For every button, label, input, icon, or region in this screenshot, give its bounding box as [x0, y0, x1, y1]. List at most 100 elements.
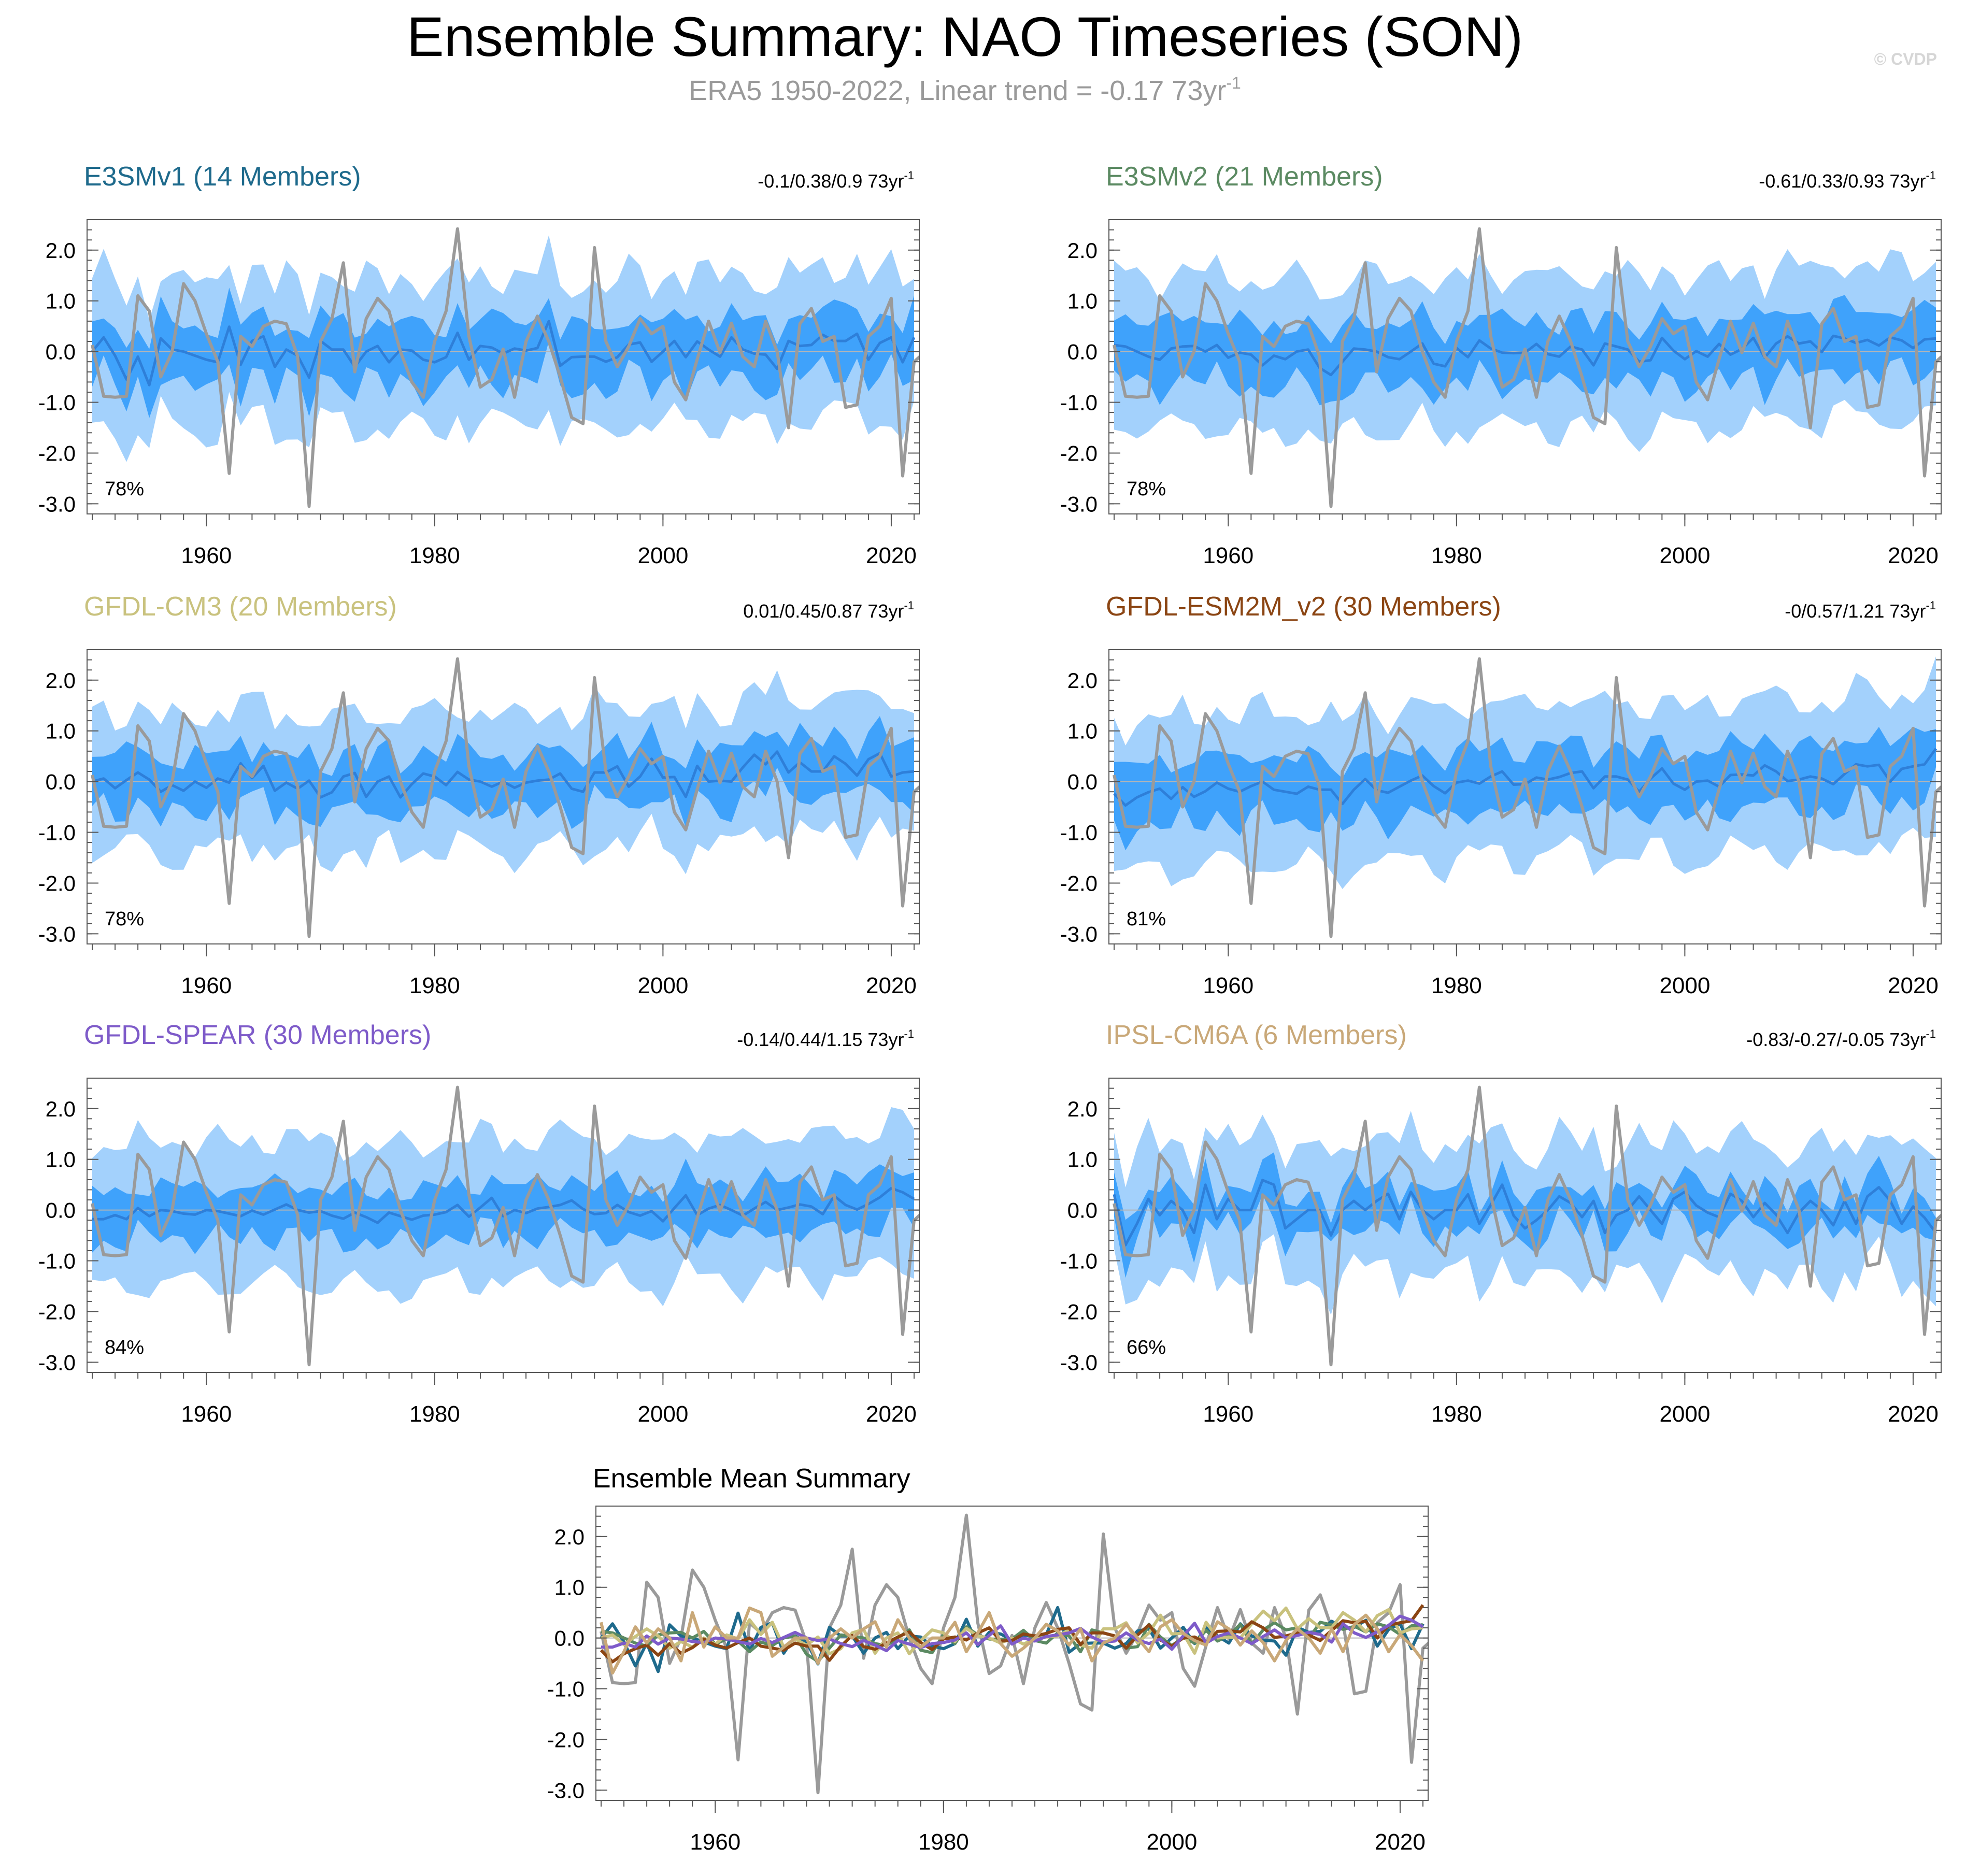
- x-tick-label: 1960: [181, 973, 232, 998]
- percent-label: 78%: [1127, 478, 1166, 500]
- plot-area: [87, 1085, 919, 1367]
- y-tick-label: 1.0: [1067, 1148, 1098, 1172]
- trend-superscript: -1: [1926, 1027, 1936, 1040]
- y-tick-label: -1.0: [1060, 1249, 1098, 1273]
- trend-label: -0.14/0.44/1.15 73yr-1: [737, 1027, 914, 1050]
- trend-superscript: -1: [1926, 169, 1936, 182]
- trend-text: 0.01/0.45/0.87 73yr: [743, 600, 904, 622]
- y-tick-label: 2.0: [46, 238, 76, 263]
- y-tick-label: -1.0: [1060, 821, 1098, 845]
- y-tick-label: -1.0: [38, 391, 76, 415]
- x-tick-label: 2020: [866, 973, 917, 998]
- y-tick-label: 2.0: [46, 668, 76, 693]
- x-tick-label: 2020: [1375, 1829, 1426, 1855]
- trend-superscript: -1: [904, 599, 914, 612]
- y-tick-label: 1.0: [1067, 719, 1098, 743]
- x-tick-label: 1960: [1203, 1401, 1253, 1427]
- subtitle-superscript: -1: [1226, 74, 1241, 92]
- trend-text: -0.83/-0.27/-0.05 73yr: [1746, 1029, 1926, 1050]
- observed-line: [1113, 657, 1941, 938]
- y-tick-label: 1.0: [46, 719, 76, 743]
- y-tick-label: -1.0: [1060, 391, 1098, 415]
- y-tick-label: 2.0: [1067, 238, 1098, 263]
- panel-2: 2.0 1.0 0.0 -1.0 -2.0 -3.0 1960 1980 2000 2020 E3S…: [1060, 162, 1942, 568]
- y-tick-label: -3.0: [38, 1350, 76, 1374]
- x-tick-label: 1980: [409, 543, 460, 568]
- x-tick-label: 2000: [1146, 1829, 1197, 1855]
- x-tick-label: 2020: [866, 1401, 917, 1427]
- x-tick-label: 2000: [637, 1401, 688, 1427]
- trend-text: -0.61/0.33/0.93 73yr: [1759, 170, 1926, 192]
- panel-5: 2.0 1.0 0.0 -1.0 -2.0 -3.0 1960 1980 2000 2020 GFD…: [38, 1020, 920, 1427]
- y-tick-label: 0.0: [1067, 340, 1098, 364]
- x-tick-label: 2000: [1659, 1401, 1710, 1427]
- panel-title: GFDL-ESM2M_v2 (30 Members): [1106, 592, 1501, 622]
- x-tick-label: 2020: [1888, 973, 1939, 998]
- panel-4: 2.0 1.0 0.0 -1.0 -2.0 -3.0 1960 1980 2000 2020 GFD…: [1060, 592, 1942, 998]
- y-tick-label: 1.0: [1067, 289, 1098, 313]
- y-tick-label: -3.0: [1060, 492, 1098, 516]
- x-tick-label: 2020: [866, 543, 917, 568]
- trend-superscript: -1: [904, 1027, 914, 1040]
- y-tick-label: -2.0: [1060, 871, 1098, 895]
- ensemble-mean-line-ipsl-cm6a: [600, 1606, 1424, 1675]
- percent-label: 84%: [105, 1337, 144, 1358]
- percent-label: 81%: [1127, 908, 1166, 930]
- plot-area: [87, 657, 919, 938]
- y-tick-label: -2.0: [38, 1299, 76, 1324]
- plot-area: [1109, 227, 1941, 508]
- x-tick-label: 2000: [637, 973, 688, 998]
- panel-6: 2.0 1.0 0.0 -1.0 -2.0 -3.0 1960 1980 2000 2020 IPS…: [1060, 1020, 1942, 1427]
- percent-label: 78%: [105, 908, 144, 930]
- y-tick-label: 0.0: [1067, 1198, 1098, 1223]
- panel-1: 2.0 1.0 0.0 -1.0 -2.0 -3.0 1960 1980 2000 2020 E3S…: [38, 162, 920, 568]
- panel-title: IPSL-CM6A (6 Members): [1106, 1020, 1407, 1050]
- inner-spread-band: [1114, 727, 1936, 851]
- y-tick-label: 2.0: [1067, 668, 1098, 693]
- y-tick-label: 2.0: [554, 1525, 585, 1549]
- plot-area: [1109, 656, 1941, 938]
- x-tick-label: 1960: [181, 1401, 232, 1427]
- y-tick-label: 1.0: [46, 1148, 76, 1172]
- cvdp-watermark: © CVDP: [1874, 50, 1937, 68]
- x-tick-label: 1980: [409, 973, 460, 998]
- y-tick-label: 1.0: [554, 1576, 585, 1600]
- observed-line: [91, 227, 919, 508]
- x-tick-label: 2000: [1659, 973, 1710, 998]
- y-tick-label: 1.0: [46, 289, 76, 313]
- figure-subtitle: ERA5 1950-2022, Linear trend = -0.17 73y…: [689, 74, 1241, 106]
- panel-title: GFDL-CM3 (20 Members): [84, 592, 397, 622]
- y-tick-label: 0.0: [46, 1198, 76, 1223]
- percent-label: 78%: [105, 478, 144, 500]
- x-tick-label: 2000: [1659, 543, 1710, 568]
- y-tick-label: -3.0: [1060, 1350, 1098, 1374]
- plot-area: [596, 1513, 1428, 1795]
- x-tick-label: 1960: [181, 543, 232, 568]
- plot-area: [1109, 1085, 1941, 1367]
- y-tick-label: 0.0: [46, 340, 76, 364]
- y-tick-label: -2.0: [38, 871, 76, 895]
- panel-title: Ensemble Mean Summary: [593, 1464, 910, 1494]
- y-tick-label: -2.0: [1060, 441, 1098, 465]
- y-tick-label: -2.0: [38, 441, 76, 465]
- plot-area: [87, 227, 919, 508]
- subtitle-text: ERA5 1950-2022, Linear trend = -0.17 73y…: [689, 75, 1226, 106]
- ensemble-mean-line-gfdl-spear: [601, 1614, 1424, 1653]
- x-tick-label: 1960: [1203, 973, 1253, 998]
- y-tick-label: -3.0: [38, 492, 76, 516]
- trend-label: 0.01/0.45/0.87 73yr-1: [743, 599, 914, 622]
- observed-line: [1113, 227, 1941, 508]
- x-tick-label: 2020: [1888, 543, 1939, 568]
- y-tick-label: 2.0: [1067, 1097, 1098, 1121]
- x-tick-label: 1960: [690, 1829, 740, 1855]
- panel-title: E3SMv1 (14 Members): [84, 162, 361, 192]
- y-tick-label: -3.0: [547, 1778, 585, 1802]
- y-tick-label: 0.0: [46, 770, 76, 794]
- y-tick-label: -2.0: [1060, 1299, 1098, 1324]
- y-tick-label: 0.0: [554, 1626, 585, 1651]
- panel-title: GFDL-SPEAR (30 Members): [84, 1020, 431, 1050]
- x-tick-label: 1980: [409, 1401, 460, 1427]
- trend-text: -0.14/0.44/1.15 73yr: [737, 1029, 904, 1050]
- y-tick-label: -3.0: [38, 922, 76, 946]
